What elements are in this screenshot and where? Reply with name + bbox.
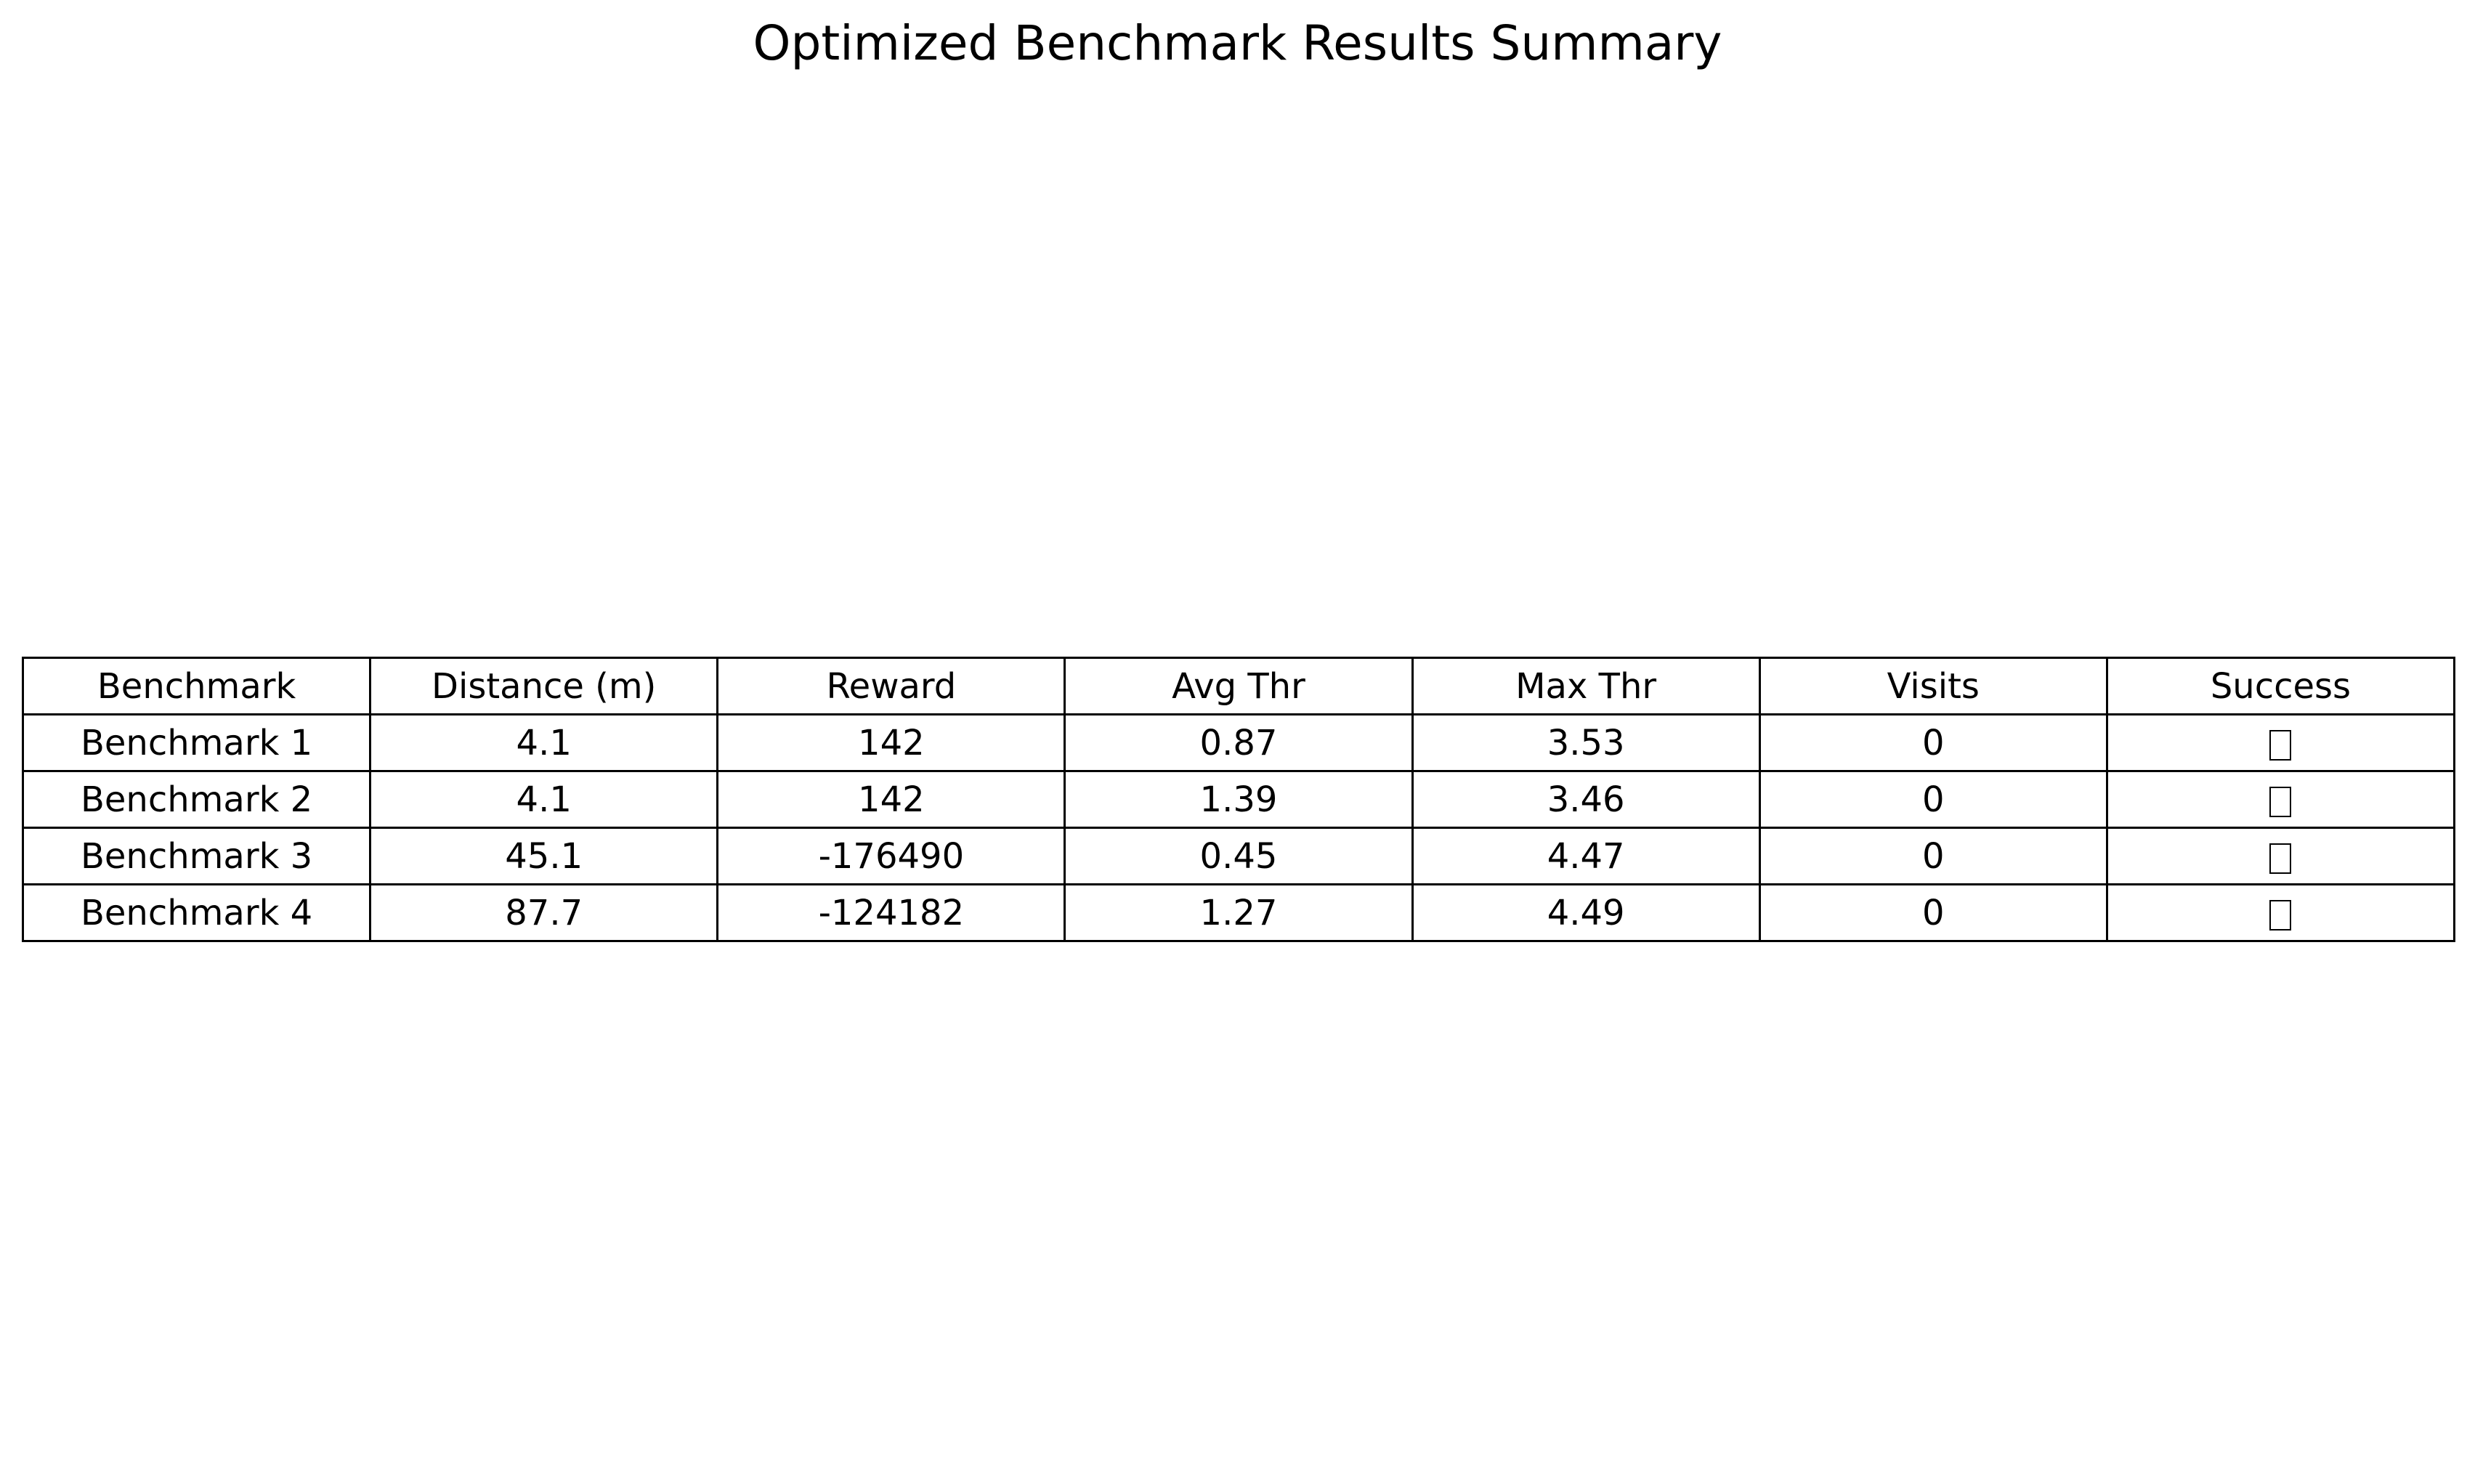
missing-glyph-icon [2269, 729, 2292, 761]
max-thr-cell: 3.46 [1411, 770, 1761, 829]
visits-cell: 0 [1758, 770, 2108, 829]
benchmark-cell: Benchmark 2 [21, 770, 372, 829]
visits-cell: 0 [1758, 713, 2108, 772]
reward-cell: -176490 [716, 827, 1066, 885]
benchmark-cell: Benchmark 4 [21, 883, 372, 942]
max-thr-cell: 3.53 [1411, 713, 1761, 772]
table-row: Benchmark 4 87.7 -124182 1.27 4.49 0 [21, 883, 2456, 942]
table-row: Benchmark 1 4.1 142 0.87 3.53 0 [21, 713, 2456, 772]
distance-cell: 45.1 [369, 827, 719, 885]
success-cell [2105, 713, 2456, 772]
column-header-avg-thr: Avg Thr [1064, 657, 1414, 715]
header-row: Benchmark Distance (m) Reward Avg Thr Ma… [21, 657, 2456, 715]
avg-thr-cell: 0.87 [1064, 713, 1414, 772]
chart-title: Optimized Benchmark Results Summary [753, 15, 1722, 71]
column-header-distance: Distance (m) [369, 657, 719, 715]
column-header-visits: Visits [1758, 657, 2108, 715]
reward-cell: 142 [716, 770, 1066, 829]
column-header-benchmark: Benchmark [21, 657, 372, 715]
column-header-success: Success [2105, 657, 2456, 715]
distance-cell: 4.1 [369, 770, 719, 829]
table-row: Benchmark 3 45.1 -176490 0.45 4.47 0 [21, 827, 2456, 885]
benchmark-cell: Benchmark 3 [21, 827, 372, 885]
success-cell [2105, 827, 2456, 885]
benchmark-cell: Benchmark 1 [21, 713, 372, 772]
success-cell [2105, 883, 2456, 942]
max-thr-cell: 4.49 [1411, 883, 1761, 942]
missing-glyph-icon [2269, 843, 2292, 874]
success-cell [2105, 770, 2456, 829]
visits-cell: 0 [1758, 827, 2108, 885]
visits-cell: 0 [1758, 883, 2108, 942]
avg-thr-cell: 0.45 [1064, 827, 1414, 885]
table-row: Benchmark 2 4.1 142 1.39 3.46 0 [21, 770, 2456, 829]
max-thr-cell: 4.47 [1411, 827, 1761, 885]
distance-cell: 87.7 [369, 883, 719, 942]
distance-cell: 4.1 [369, 713, 719, 772]
column-header-max-thr: Max Thr [1411, 657, 1761, 715]
avg-thr-cell: 1.39 [1064, 770, 1414, 829]
reward-cell: 142 [716, 713, 1066, 772]
column-header-reward: Reward [716, 657, 1066, 715]
results-table: Benchmark Distance (m) Reward Avg Thr Ma… [21, 657, 2456, 942]
avg-thr-cell: 1.27 [1064, 883, 1414, 942]
reward-cell: -124182 [716, 883, 1066, 942]
missing-glyph-icon [2269, 786, 2292, 817]
missing-glyph-icon [2269, 899, 2292, 930]
